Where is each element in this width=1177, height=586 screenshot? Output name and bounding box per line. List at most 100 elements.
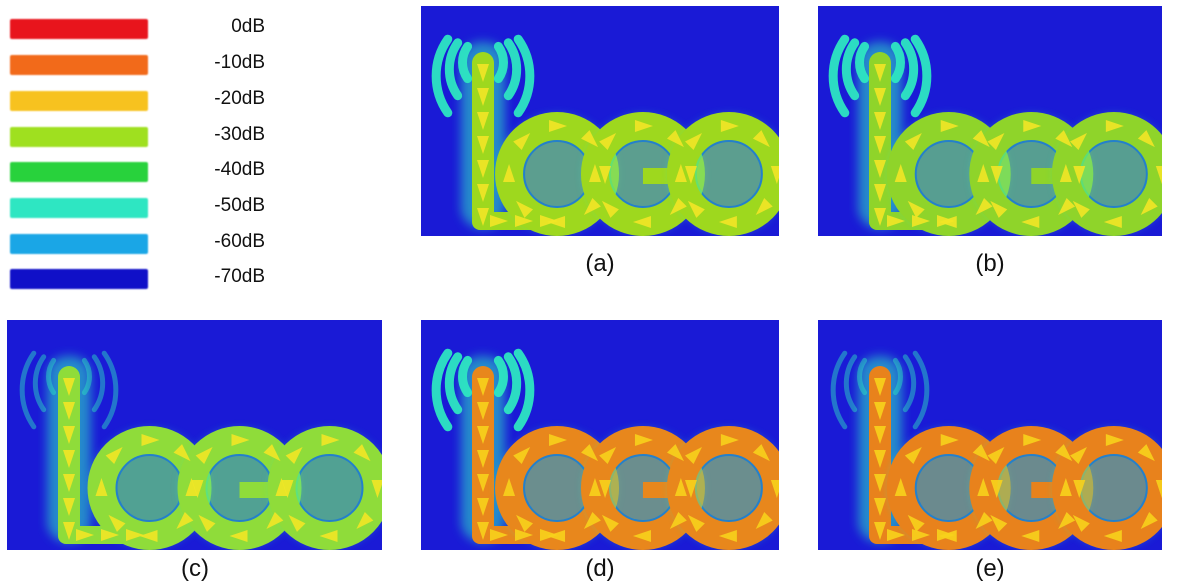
current-arrow xyxy=(581,130,599,148)
wave-arc-left xyxy=(32,354,47,413)
current-arrow xyxy=(874,88,886,106)
radio-waves xyxy=(830,350,930,430)
wave-arc-left xyxy=(830,350,848,430)
wave-arc-left xyxy=(857,357,868,396)
current-arrow xyxy=(940,434,959,446)
current-arrow xyxy=(687,514,705,532)
wave-arc-left xyxy=(458,41,473,84)
current-arrow xyxy=(231,434,250,446)
legend-label: -30dB xyxy=(214,124,265,145)
wave-arc-right xyxy=(910,34,932,118)
current-arrow xyxy=(912,529,930,541)
current-arrow xyxy=(141,434,160,446)
current-arrow xyxy=(63,522,75,540)
current-arrow xyxy=(1058,198,1076,216)
wave-arc-left xyxy=(855,41,870,84)
current-arrow xyxy=(1069,132,1087,150)
panel-c xyxy=(7,320,382,550)
current-arrow xyxy=(752,130,770,148)
legend-row: -70dB xyxy=(10,266,310,309)
current-arrow xyxy=(288,514,306,532)
current-arrow xyxy=(76,529,94,541)
legend-swatch-60db xyxy=(10,234,148,254)
current-arrow xyxy=(685,132,703,150)
current-arrow xyxy=(515,215,533,227)
wave-arc-left xyxy=(444,352,463,415)
current-arrow xyxy=(63,498,75,516)
current-arrow xyxy=(1055,130,1073,148)
current-arrow xyxy=(477,522,489,540)
current-arrow xyxy=(601,200,619,218)
legend-swatch-40db xyxy=(10,162,148,182)
caption-e: (e) xyxy=(975,555,1005,582)
current-arrow xyxy=(770,480,779,498)
logo-letters xyxy=(472,426,779,550)
wave-arc-left xyxy=(431,34,453,118)
wave-arc-right xyxy=(513,348,535,432)
current-arrow xyxy=(63,474,75,492)
current-arrow xyxy=(937,215,955,227)
current-arrow xyxy=(674,478,687,496)
panel-d xyxy=(421,320,779,550)
wave-arc-left xyxy=(828,34,850,118)
field-plot-e xyxy=(818,320,1162,550)
current-arrow xyxy=(685,446,703,464)
legend-label: -40dB xyxy=(214,159,265,180)
current-arrow xyxy=(583,512,601,530)
current-arrow xyxy=(720,120,739,132)
legend-swatch-0db xyxy=(10,19,148,39)
current-arrow xyxy=(1021,216,1040,228)
current-arrow xyxy=(477,208,489,226)
wave-arc-left xyxy=(444,38,463,101)
current-arrow xyxy=(547,530,566,542)
current-arrow xyxy=(63,450,75,468)
current-arrow xyxy=(101,529,119,541)
current-arrow xyxy=(516,514,533,532)
current-arrow xyxy=(1021,530,1040,542)
legend-label: -60dB xyxy=(214,231,265,252)
current-arrows xyxy=(874,378,1162,542)
radio-waves xyxy=(19,350,119,430)
current-arrow xyxy=(588,478,601,496)
wave-arc-left xyxy=(841,38,860,101)
legend-row: -40dB xyxy=(10,159,310,202)
current-arrow xyxy=(874,498,886,516)
current-arrow xyxy=(874,208,886,226)
current-arrow xyxy=(275,478,288,496)
legend-label: -20dB xyxy=(214,88,265,109)
current-arrow xyxy=(874,402,886,420)
current-arrow xyxy=(937,529,955,541)
current-arrow xyxy=(477,498,489,516)
field-plot-a xyxy=(421,6,779,236)
current-arrow xyxy=(874,112,886,130)
wave-arc-right xyxy=(912,350,930,430)
current-arrow xyxy=(477,184,489,202)
current-arrow xyxy=(477,112,489,130)
current-arrow xyxy=(990,480,1003,498)
caption-c: (c) xyxy=(181,555,209,582)
wave-arc-right xyxy=(890,41,905,84)
current-arrow xyxy=(1055,444,1073,462)
legend-row: -30dB xyxy=(10,124,310,167)
logo-letters xyxy=(869,426,1162,550)
panel-b xyxy=(818,6,1162,236)
current-arrow xyxy=(940,120,959,132)
current-arrow xyxy=(770,166,779,184)
current-arrow xyxy=(632,530,651,542)
current-arrow xyxy=(718,216,737,228)
current-arrow xyxy=(874,474,886,492)
current-arrow xyxy=(477,136,489,154)
current-arrow xyxy=(907,514,925,532)
legend-swatch-30db xyxy=(10,127,148,147)
current-arrow xyxy=(477,88,489,106)
legend-row: -10dB xyxy=(10,52,310,95)
current-arrow xyxy=(599,480,612,498)
current-arrow xyxy=(975,512,993,530)
panel-a xyxy=(421,6,779,236)
current-arrow xyxy=(1103,216,1122,228)
current-arrow xyxy=(1140,512,1158,530)
current-arrow xyxy=(540,529,558,541)
legend-label: -50dB xyxy=(214,195,265,216)
current-arrow xyxy=(1058,512,1076,530)
current-arrow xyxy=(1073,480,1086,498)
